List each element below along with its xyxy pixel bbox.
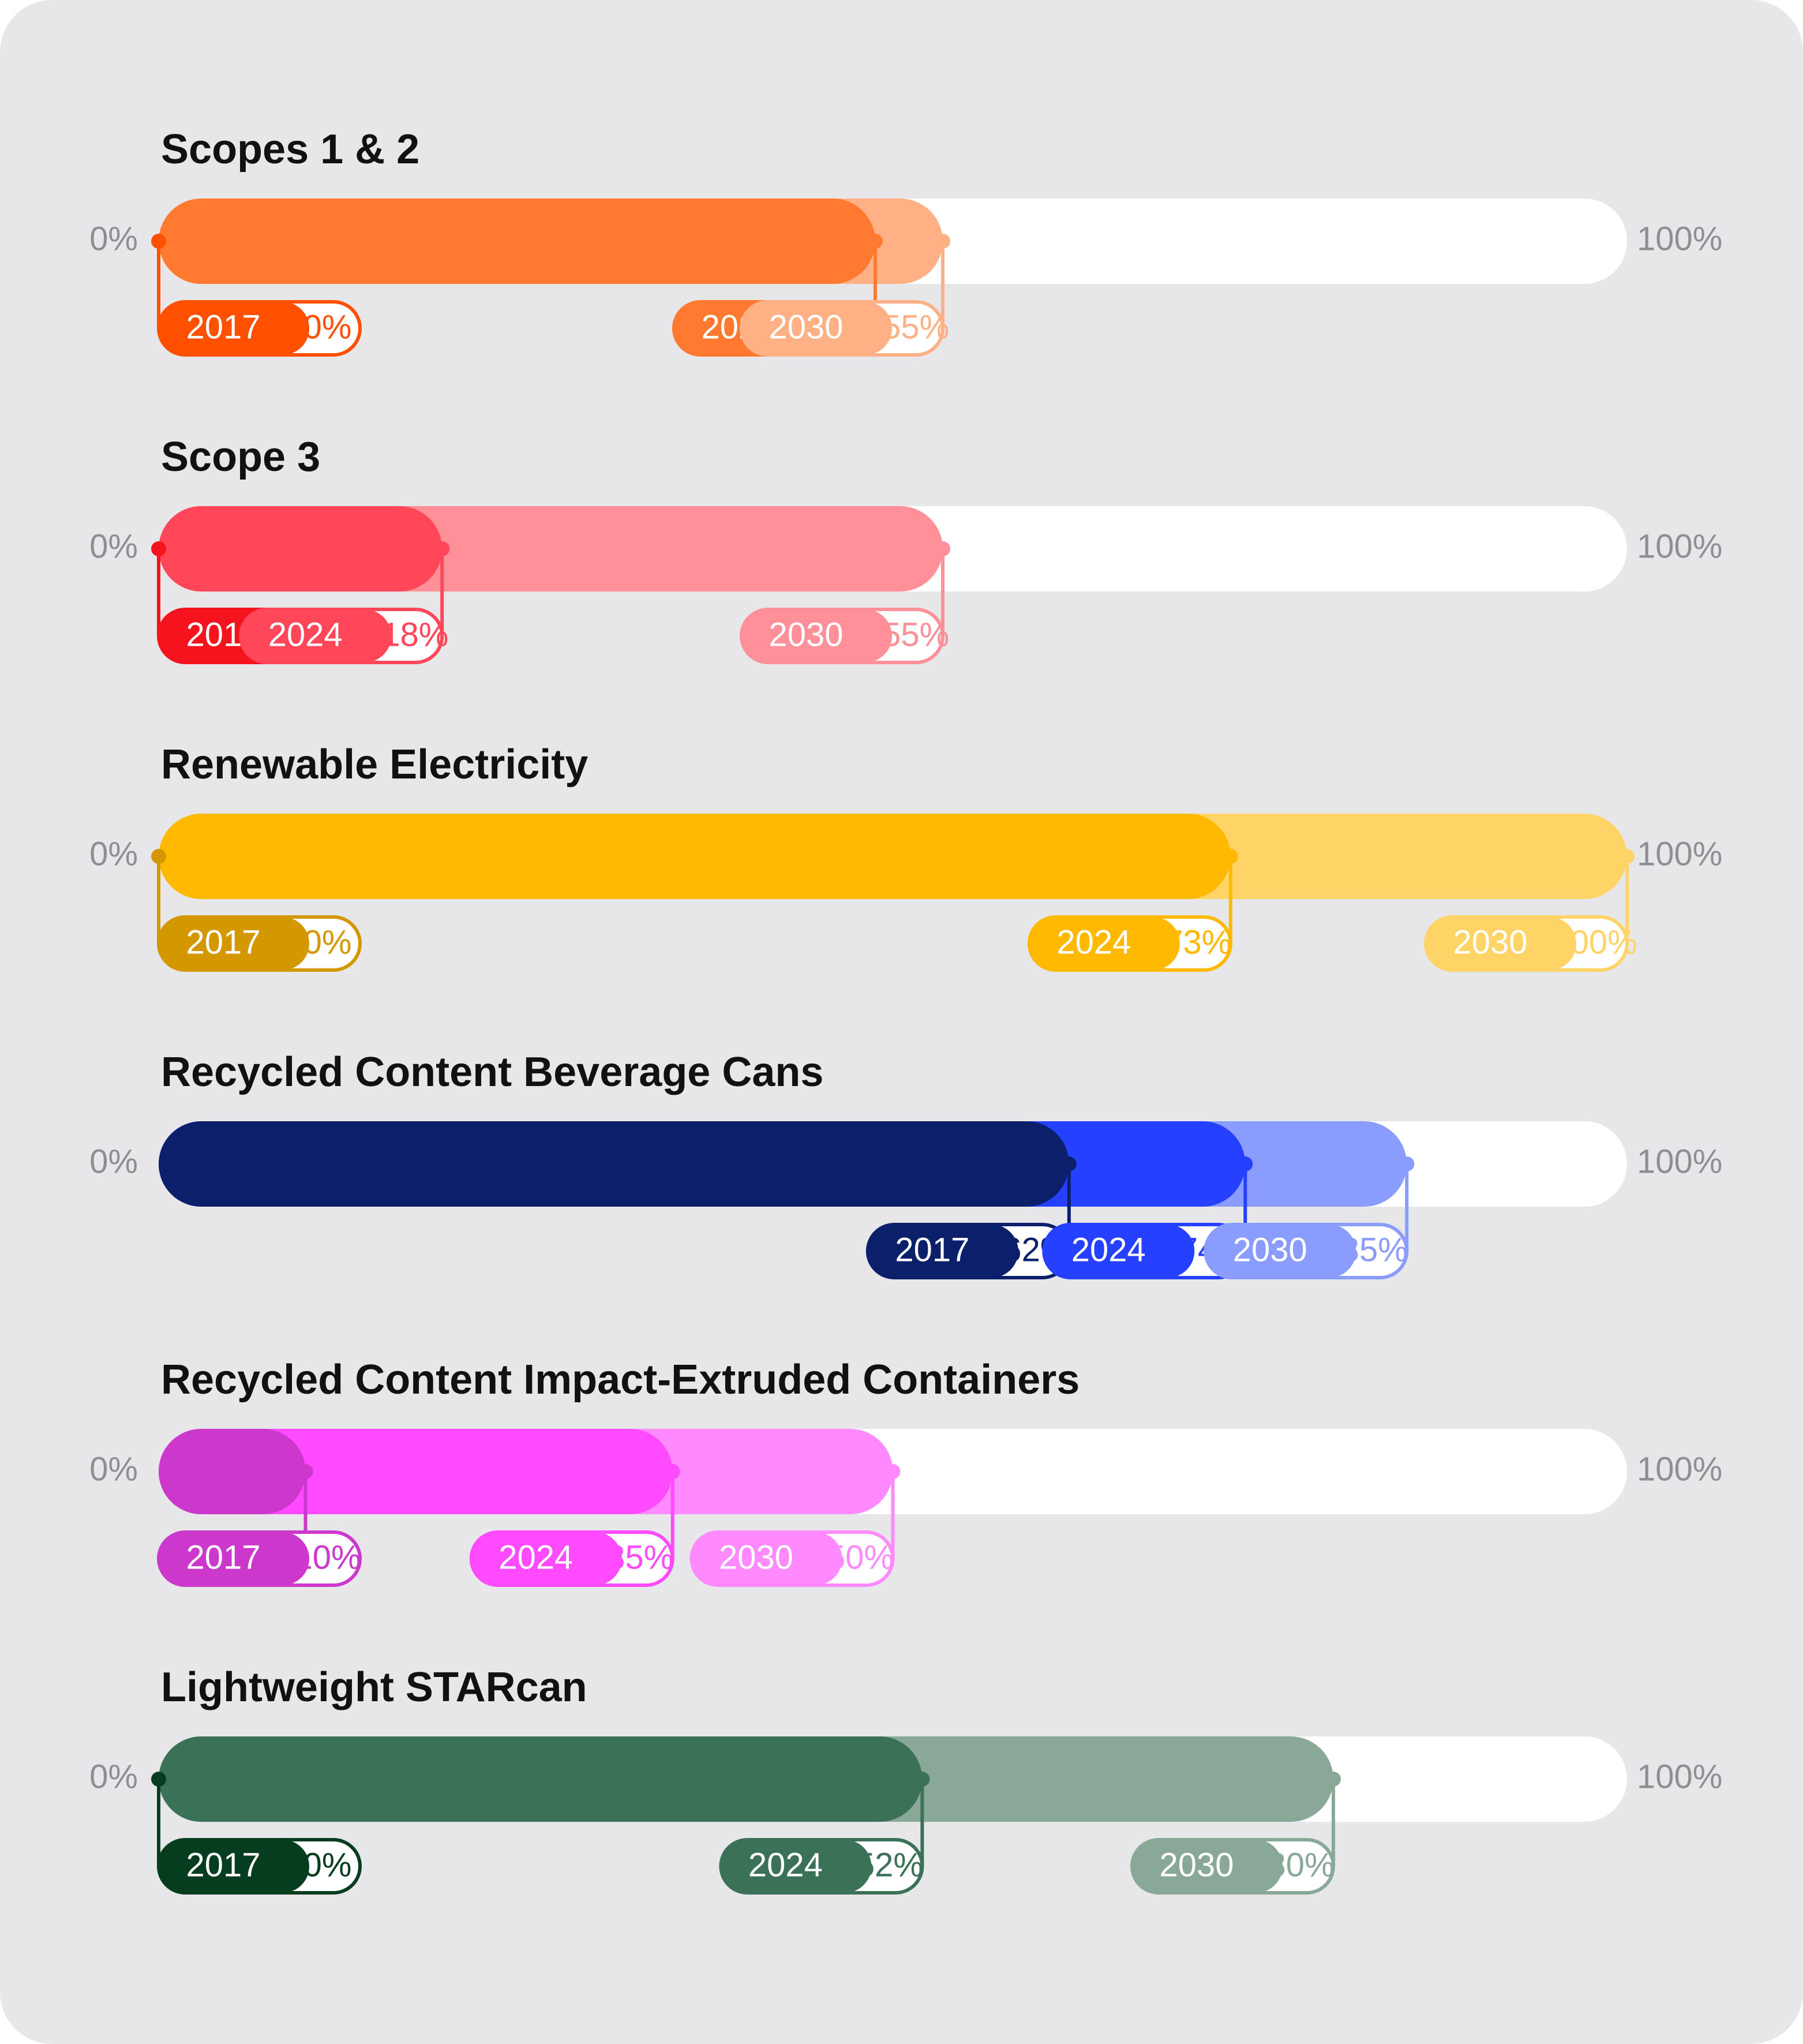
progress-row: Lightweight STARcan 0% 100% 2017 0% 2024 52% 20…: [89, 1664, 1722, 1893]
milestone-value: -55%: [871, 616, 949, 653]
bar-segment-2024: [159, 1736, 922, 1822]
milestone-year: 2030: [1159, 1846, 1234, 1884]
milestone-value: 0%: [303, 1846, 352, 1884]
progress-row: Recycled Content Impact-Extruded Contain…: [89, 1357, 1722, 1585]
milestone-year: 2024: [1056, 923, 1131, 961]
marker-dot: [935, 541, 950, 556]
axis-max-label: 100%: [1637, 1758, 1722, 1795]
axis-max-label: 100%: [1637, 1143, 1722, 1180]
axis-max-label: 100%: [1637, 527, 1722, 565]
bar-segment-2024: [159, 814, 1231, 899]
marker-dot: [886, 1464, 901, 1479]
marker-dot: [151, 234, 166, 249]
axis-max-label: 100%: [1637, 835, 1722, 873]
milestone-year: 2024: [1071, 1231, 1146, 1268]
marker-dot: [1223, 849, 1238, 864]
milestone-value: -55%: [871, 308, 949, 346]
marker-dot: [298, 1464, 313, 1479]
milestone-year: 2017: [895, 1231, 969, 1268]
axis-min-label: 0%: [89, 220, 138, 257]
row-title: Recycled Content Beverage Cans: [161, 1049, 823, 1095]
milestone-value: 80%: [1267, 1846, 1334, 1884]
milestone-year: 2030: [1453, 923, 1527, 961]
marker-dot: [935, 234, 950, 249]
marker-dot: [1062, 1156, 1077, 1171]
row-title: Renewable Electricity: [161, 742, 588, 788]
marker-dot: [151, 541, 166, 556]
milestone-value: 0%: [303, 923, 352, 961]
marker-dot: [1620, 849, 1635, 864]
milestone-year: 2017: [186, 1538, 260, 1576]
milestone-value: -18%: [370, 616, 448, 653]
marker-dot: [914, 1772, 929, 1787]
milestone-value: 0%: [303, 308, 352, 346]
row-title: Recycled Content Impact-Extruded Contain…: [161, 1357, 1079, 1403]
marker-dot: [151, 1772, 166, 1787]
milestone-year: 2024: [498, 1538, 573, 1576]
marker-dot: [1399, 1156, 1414, 1171]
marker-dot: [665, 1464, 680, 1479]
bar-segment-2017: [159, 1121, 1069, 1207]
milestone-year: 2017: [186, 308, 260, 346]
axis-min-label: 0%: [89, 1758, 138, 1795]
axis-max-label: 100%: [1637, 1450, 1722, 1488]
marker-dot: [434, 541, 449, 556]
row-title: Scopes 1 & 2: [161, 126, 419, 173]
milestone-value: 10%: [294, 1538, 361, 1576]
bar-segment-2024: [159, 199, 875, 284]
row-title: Scope 3: [161, 434, 320, 480]
bar-segment-2017: [159, 1429, 306, 1514]
milestone-value: 73%: [1164, 923, 1231, 961]
axis-min-label: 0%: [89, 527, 138, 565]
row-title: Lightweight STARcan: [161, 1664, 587, 1710]
axis-max-label: 100%: [1637, 220, 1722, 257]
axis-min-label: 0%: [89, 835, 138, 873]
axis-min-label: 0%: [89, 1450, 138, 1488]
marker-dot: [1238, 1156, 1253, 1171]
milestone-year: 2030: [769, 616, 844, 653]
marker-dot: [1326, 1772, 1341, 1787]
milestone-year: 2017: [186, 1846, 260, 1884]
milestone-year: 2030: [769, 308, 844, 346]
marker-dot: [868, 234, 883, 249]
axis-min-label: 0%: [89, 1143, 138, 1180]
marker-dot: [151, 849, 166, 864]
milestone-value: 85%: [1341, 1231, 1408, 1268]
progress-row: Recycled Content Beverage Cans 0% 100% 2017…: [89, 1049, 1722, 1278]
milestone-value: 50%: [827, 1538, 894, 1576]
progress-row: Renewable Electricity 0% 100% 2017 0% 2024 73%…: [89, 742, 1722, 970]
milestone-value: 35%: [606, 1538, 673, 1576]
milestone-value: 52%: [856, 1846, 923, 1884]
milestone-value: 100%: [1551, 923, 1637, 961]
milestone-year: 2017: [186, 923, 260, 961]
milestone-year: 2024: [268, 616, 343, 653]
bar-segment-2024: [159, 506, 442, 592]
milestone-year: 2030: [1233, 1231, 1307, 1268]
milestone-year: 2030: [719, 1538, 793, 1576]
milestone-year: 2024: [748, 1846, 823, 1884]
